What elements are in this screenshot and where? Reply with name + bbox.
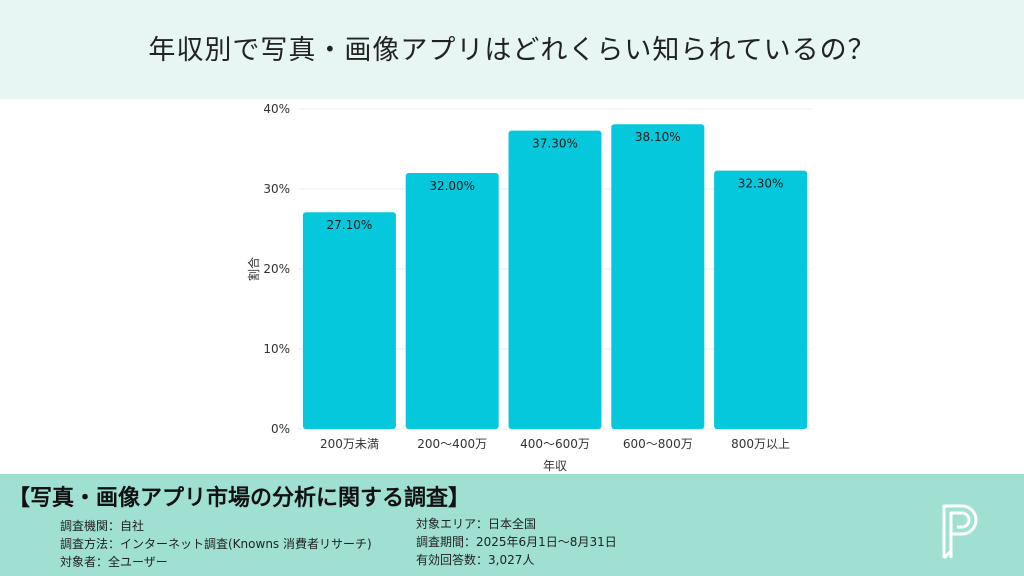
- x-axis-ticks: 200万未満 200〜400万 400〜600万 600〜800万 800万以上: [320, 437, 790, 451]
- y-axis-label: 割合: [246, 257, 261, 281]
- y-tick-label: 10%: [263, 342, 290, 356]
- survey-area: 対象エリア：日本全国: [416, 517, 537, 531]
- bar: [714, 170, 808, 429]
- bar: [508, 130, 602, 429]
- x-tick-label: 800万以上: [731, 437, 790, 451]
- bar: [611, 124, 705, 429]
- survey-title: 【写真・画像アプリ市場の分析に関する調査】: [8, 486, 471, 511]
- footer-band: 【写真・画像アプリ市場の分析に関する調査】 調査機関：自社 調査方法：インターネ…: [0, 474, 1024, 576]
- bar-chart: 0% 10% 20% 30% 40% 27.10% 32.00% 37.30% 38.10% 3…: [246, 102, 812, 473]
- x-tick-label: 200万未満: [320, 437, 379, 451]
- header-band: 年収別で写真・画像アプリはどれくらい知られているの？: [0, 0, 1024, 99]
- bar-value-label: 37.30%: [532, 137, 578, 151]
- bar-value-label: 32.30%: [738, 177, 784, 191]
- survey-target: 対象者：全ユーザー: [60, 555, 168, 569]
- bar-value-label: 32.00%: [429, 179, 475, 193]
- y-axis-ticks: 0% 10% 20% 30% 40%: [263, 102, 290, 436]
- bar-value-label: 27.10%: [327, 218, 373, 232]
- survey-org: 調査機関：自社: [60, 519, 145, 533]
- survey-info-left: 調査機関：自社 調査方法：インターネット調査(Knowns 消費者リサーチ) 対…: [60, 517, 372, 571]
- y-tick-label: 0%: [271, 422, 290, 436]
- value-labels: 27.10% 32.00% 37.30% 38.10% 32.30%: [327, 130, 784, 232]
- bar: [405, 173, 499, 429]
- survey-period: 調査期間：2025年6月1日〜8月31日: [416, 535, 617, 549]
- x-axis-label: 年収: [543, 459, 567, 473]
- bars: [302, 124, 808, 429]
- x-tick-label: 400〜600万: [520, 437, 590, 451]
- bar: [302, 212, 396, 429]
- p-logo-icon: [942, 504, 978, 560]
- survey-info-right: 対象エリア：日本全国 調査期間：2025年6月1日〜8月31日 有効回答数：3,…: [416, 515, 617, 569]
- x-tick-label: 600〜800万: [623, 437, 693, 451]
- y-tick-label: 30%: [263, 182, 290, 196]
- page-title: 年収別で写真・画像アプリはどれくらい知られているの？: [148, 35, 876, 66]
- survey-method: 調査方法：インターネット調査(Knowns 消費者リサーチ): [60, 537, 372, 551]
- survey-responses: 有効回答数：3,027人: [416, 553, 535, 567]
- y-tick-label: 40%: [263, 102, 290, 116]
- bar-value-label: 38.10%: [635, 130, 681, 144]
- x-tick-label: 200〜400万: [417, 437, 487, 451]
- y-tick-label: 20%: [263, 262, 290, 276]
